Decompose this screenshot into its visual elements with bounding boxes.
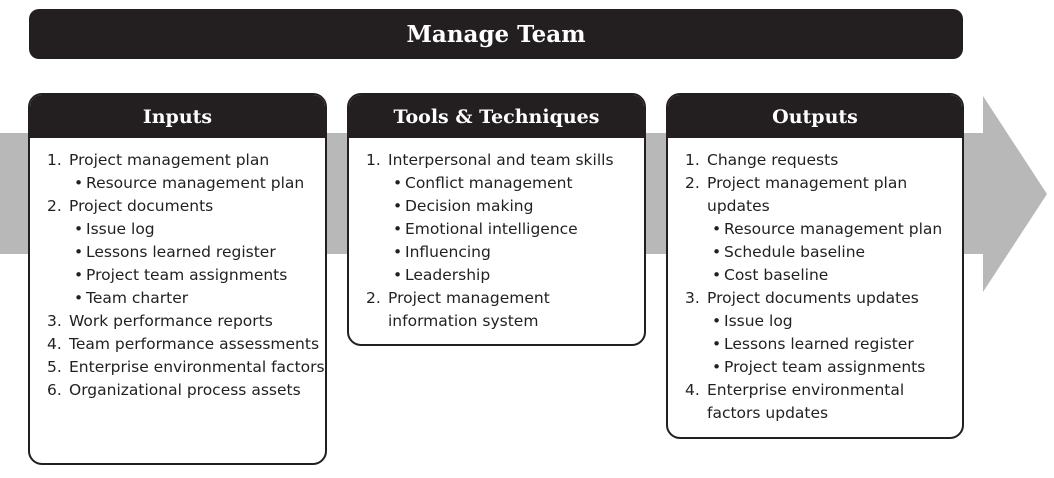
sub-list: Issue logLessons learned registerProject… xyxy=(69,218,325,310)
tools-item: 1. Interpersonal and team skills Conflict … xyxy=(366,149,644,287)
sub-list: Resource management planSchedule baselin… xyxy=(707,218,962,287)
inputs-item: 2. Project documents Issue logLessons lear… xyxy=(47,195,325,310)
sub-item: Leadership xyxy=(388,264,644,287)
sub-item: Cost baseline xyxy=(707,264,962,287)
sub-item: Decision making xyxy=(388,195,644,218)
outputs-box: Outputs 1. Change requests 2. Project manag… xyxy=(666,93,964,439)
outputs-item: 4. Enterprise environmental factors updat… xyxy=(685,379,962,425)
tools-body: 1. Interpersonal and team skills Conflict … xyxy=(349,138,644,333)
sub-item: Influencing xyxy=(388,241,644,264)
item-label: Organizational process assets xyxy=(69,381,301,399)
item-label: Project documents xyxy=(69,197,214,215)
item-number: 1. xyxy=(685,151,700,169)
item-label: Project documents updates xyxy=(707,289,919,307)
inputs-list: 1. Project management plan Resource manage… xyxy=(47,149,325,402)
sub-list: Conflict managementDecision makingEmotio… xyxy=(388,172,644,287)
sub-item: Issue log xyxy=(707,310,962,333)
item-label: Enterprise environmental factors updates xyxy=(707,381,905,422)
inputs-item: 6. Organizational process assets xyxy=(47,379,325,402)
sub-item: Schedule baseline xyxy=(707,241,962,264)
sub-list: Issue logLessons learned registerProject… xyxy=(707,310,962,379)
tools-list: 1. Interpersonal and team skills Conflict … xyxy=(366,149,644,333)
outputs-item: 1. Change requests xyxy=(685,149,962,172)
sub-item: Resource management plan xyxy=(69,172,325,195)
item-label: Team performance assessments xyxy=(69,335,320,353)
tools-box: Tools & Techniques 1. Interpersonal and t… xyxy=(347,93,646,346)
sub-list: Resource management plan xyxy=(69,172,325,195)
item-number: 3. xyxy=(685,289,700,307)
outputs-body: 1. Change requests 2. Project management pl… xyxy=(668,138,962,425)
outputs-header: Outputs xyxy=(668,95,962,138)
outputs-list: 1. Change requests 2. Project management pl… xyxy=(685,149,962,425)
sub-item: Emotional intelligence xyxy=(388,218,644,241)
outputs-item: 2.Project management plan updatesResourc… xyxy=(685,172,962,287)
sub-item: Lessons learned register xyxy=(69,241,325,264)
inputs-item: 4. Team performance assessments xyxy=(47,333,325,356)
item-label: Change requests xyxy=(707,151,839,169)
inputs-item: 3. Work performance reports xyxy=(47,310,325,333)
inputs-item: 1. Project management plan Resource manage… xyxy=(47,149,325,195)
item-number: 2. xyxy=(47,197,62,215)
inputs-header: Inputs xyxy=(30,95,325,138)
sub-item: Resource management plan xyxy=(707,218,962,241)
inputs-body: 1. Project management plan Resource manage… xyxy=(30,138,325,402)
item-number: 1. xyxy=(47,151,62,169)
item-number: 4. xyxy=(47,335,62,353)
item-label: Project management plan xyxy=(69,151,270,169)
sub-item: Project team assignments xyxy=(69,264,325,287)
item-number: 4. xyxy=(685,381,700,399)
process-title: Manage Team xyxy=(29,9,963,59)
item-label: Project management plan updates xyxy=(707,174,908,215)
sub-item: Project team assignments xyxy=(707,356,962,379)
sub-item: Conflict management xyxy=(388,172,644,195)
tools-header: Tools & Techniques xyxy=(349,95,644,138)
item-number: 1. xyxy=(366,151,381,169)
item-label: Enterprise environmental factors xyxy=(69,358,325,376)
item-number: 5. xyxy=(47,358,62,376)
item-label: Project management information system xyxy=(388,289,550,330)
item-label: Work performance reports xyxy=(69,312,273,330)
sub-item: Lessons learned register xyxy=(707,333,962,356)
item-number: 6. xyxy=(47,381,62,399)
outputs-item: 3. Project documents updates Issue logLess… xyxy=(685,287,962,379)
item-number: 2. xyxy=(366,289,381,307)
tools-item: 2. Project management information system xyxy=(366,287,644,333)
item-number: 2. xyxy=(685,174,700,192)
inputs-item: 5. Enterprise environmental factors xyxy=(47,356,325,379)
item-label: Interpersonal and team skills xyxy=(388,151,614,169)
inputs-box: Inputs 1. Project management plan Resource… xyxy=(28,93,327,465)
sub-item: Team charter xyxy=(69,287,325,310)
sub-item: Issue log xyxy=(69,218,325,241)
item-number: 3. xyxy=(47,312,62,330)
